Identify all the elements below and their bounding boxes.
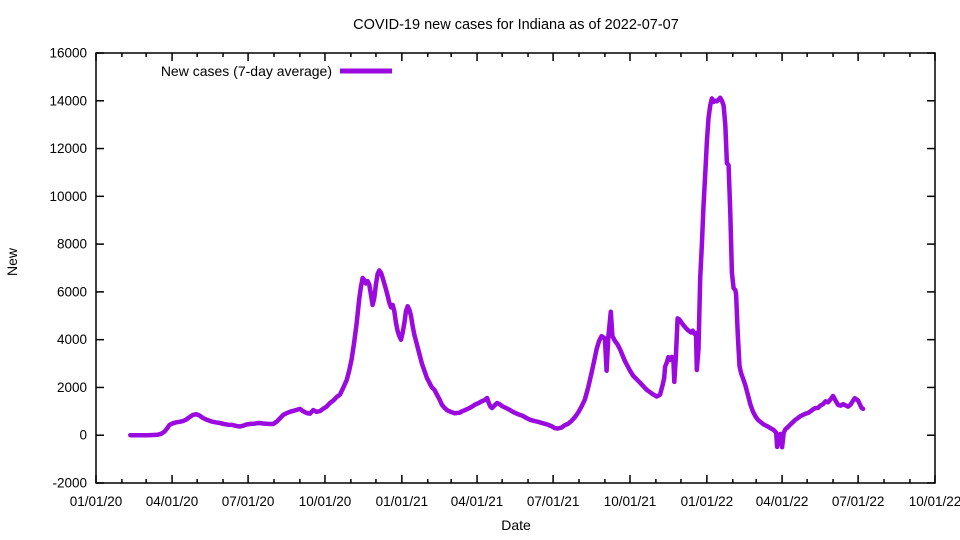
x-tick-label: 10/01/21 xyxy=(604,494,657,509)
x-tick-label: 04/01/22 xyxy=(756,494,809,509)
plot-border xyxy=(95,52,936,484)
series-group xyxy=(128,95,866,450)
x-tick-label: 07/01/22 xyxy=(832,494,885,509)
y-tick-label: 4000 xyxy=(57,332,87,347)
x-tick-label: 04/01/21 xyxy=(451,494,504,509)
y-tick-label: 2000 xyxy=(57,380,87,395)
x-tick-label: 01/01/21 xyxy=(376,494,429,509)
x-tick-label: 01/01/20 xyxy=(70,494,123,509)
x-axis-label: Date xyxy=(501,517,531,533)
legend-entry-label: New cases (7-day average) xyxy=(161,63,332,79)
y-tick-label: 10000 xyxy=(49,189,87,204)
y-tick-label: 8000 xyxy=(57,237,87,252)
x-tick-label: 01/01/22 xyxy=(681,494,734,509)
y-axis-label: New xyxy=(4,247,20,276)
axis-ticks: 01/01/20 04/01/20 07/01/20 10/01/20 01/01/21… xyxy=(49,46,960,510)
x-tick-label: 07/01/20 xyxy=(222,494,275,509)
y-tick-label: 14000 xyxy=(49,93,87,108)
y-tick-label: 16000 xyxy=(49,46,87,61)
x-tick-label: 10/01/22 xyxy=(909,494,960,509)
chart-title: COVID-19 new cases for Indiana as of 202… xyxy=(353,17,679,33)
y-tick-label: 0 xyxy=(79,428,87,443)
legend: New cases (7-day average) xyxy=(161,63,392,79)
y-tick-label: -2000 xyxy=(52,476,87,491)
y-tick-label: 6000 xyxy=(57,284,87,299)
x-tick-label: 10/01/20 xyxy=(299,494,352,509)
x-tick-label: 07/01/21 xyxy=(527,494,580,509)
x-tick-label: 04/01/20 xyxy=(146,494,199,509)
y-tick-label: 12000 xyxy=(49,141,87,156)
series-line xyxy=(128,95,866,450)
